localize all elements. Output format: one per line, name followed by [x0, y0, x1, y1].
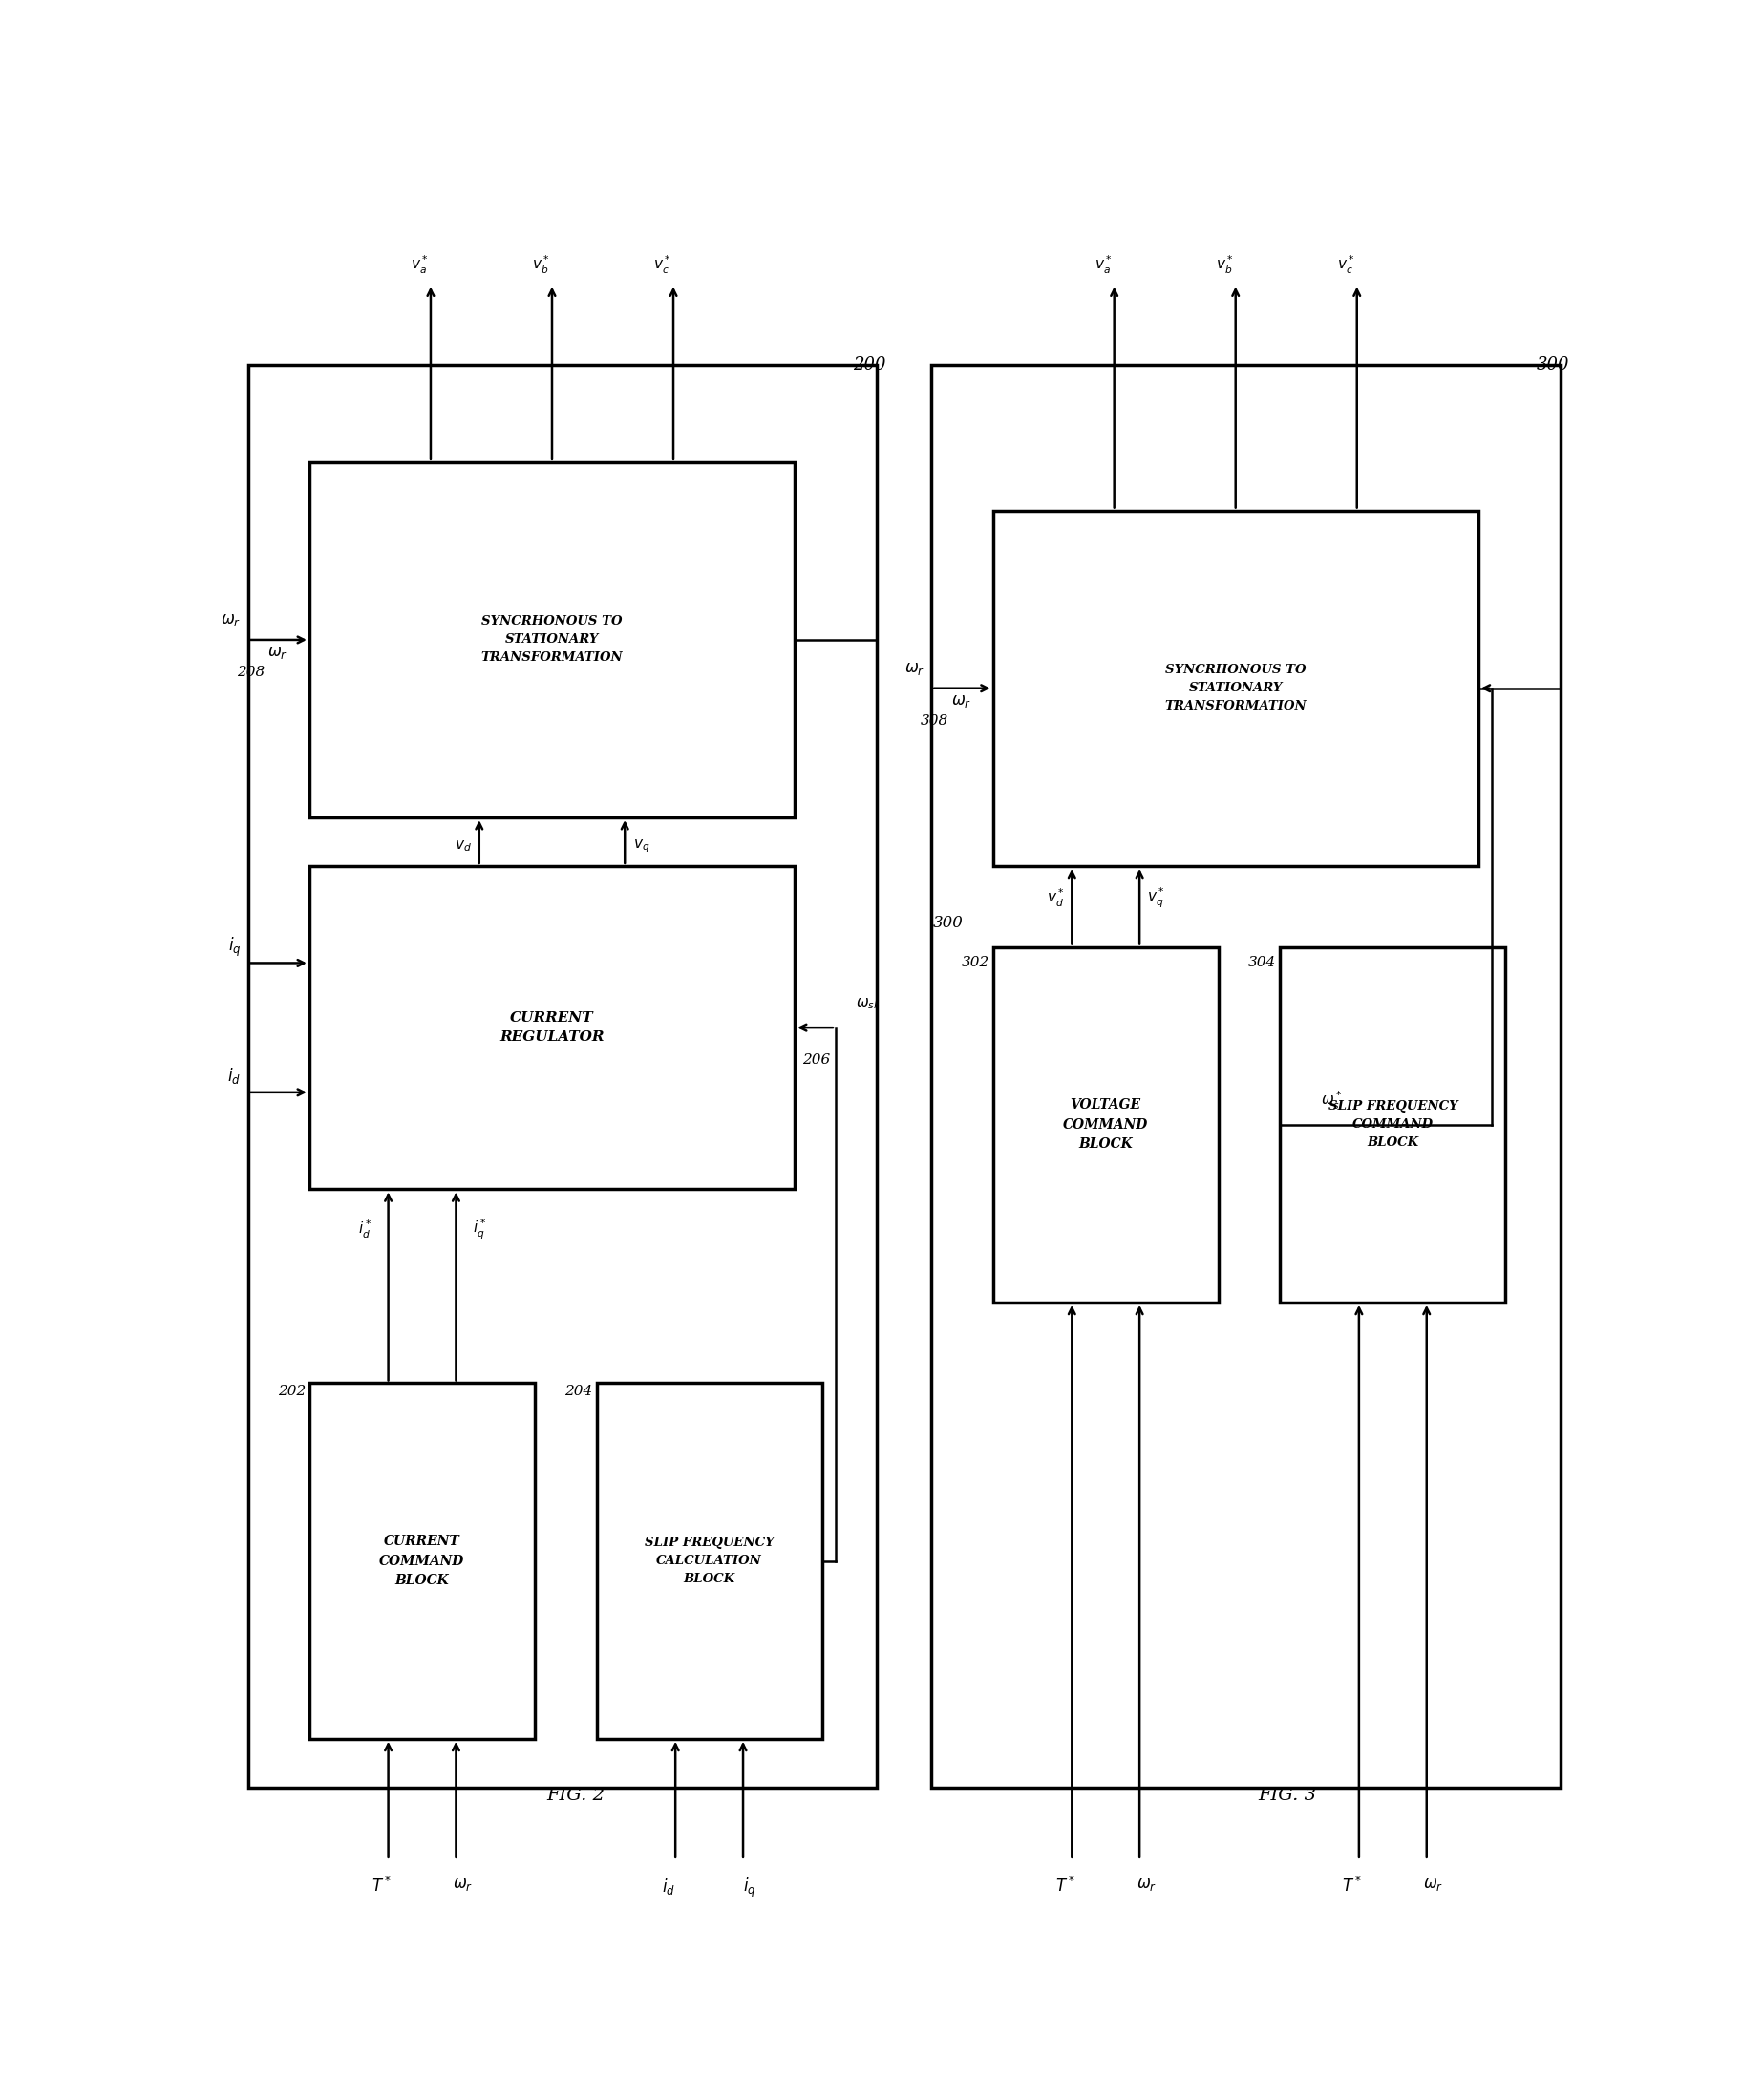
- Text: CURRENT
COMMAND
BLOCK: CURRENT COMMAND BLOCK: [379, 1534, 464, 1587]
- Bar: [1281, 947, 1505, 1301]
- Text: $T^*$: $T^*$: [372, 1877, 392, 1895]
- Text: $T^*$: $T^*$: [1055, 1877, 1074, 1895]
- Text: SLIP FREQUENCY
CALCULATION
BLOCK: SLIP FREQUENCY CALCULATION BLOCK: [644, 1536, 774, 1585]
- Text: $v^*_q$: $v^*_q$: [1147, 886, 1164, 911]
- Text: $v_q$: $v_q$: [633, 838, 649, 854]
- Text: $v^*_a$: $v^*_a$: [411, 254, 429, 275]
- Text: 302: 302: [961, 957, 990, 970]
- Text: 202: 202: [277, 1385, 305, 1398]
- Text: $\omega_r$: $\omega_r$: [220, 613, 242, 628]
- Text: $v_d$: $v_d$: [455, 840, 471, 854]
- Text: $\omega^*_{sl}$: $\omega^*_{sl}$: [1321, 1089, 1342, 1112]
- Text: 304: 304: [1249, 957, 1275, 970]
- Text: $v^*_a$: $v^*_a$: [1094, 254, 1113, 275]
- Bar: [596, 1383, 822, 1738]
- Bar: [309, 867, 794, 1190]
- Bar: [993, 947, 1219, 1301]
- Text: $\omega_r$: $\omega_r$: [951, 693, 972, 709]
- Text: 208: 208: [236, 665, 265, 678]
- Text: CURRENT
REGULATOR: CURRENT REGULATOR: [499, 1012, 605, 1043]
- Bar: [993, 510, 1478, 867]
- Text: $\omega_r$: $\omega_r$: [1424, 1877, 1443, 1893]
- Text: 300: 300: [933, 915, 963, 930]
- Text: $i_d$: $i_d$: [228, 1066, 242, 1085]
- Text: VOLTAGE
COMMAND
BLOCK: VOLTAGE COMMAND BLOCK: [1064, 1098, 1148, 1150]
- Text: $i_q$: $i_q$: [228, 936, 242, 959]
- Text: SYNCRHONOUS TO
STATIONARY
TRANSFORMATION: SYNCRHONOUS TO STATIONARY TRANSFORMATION: [1164, 663, 1307, 714]
- Text: 300: 300: [1536, 357, 1570, 374]
- Text: $i_q$: $i_q$: [743, 1877, 757, 1900]
- Text: $\omega_r$: $\omega_r$: [905, 661, 924, 678]
- Bar: [309, 462, 794, 817]
- Text: 204: 204: [564, 1385, 593, 1398]
- Text: $i^*_d$: $i^*_d$: [358, 1220, 372, 1241]
- Text: FIG. 2: FIG. 2: [547, 1786, 605, 1803]
- Text: $\omega_r$: $\omega_r$: [1136, 1877, 1157, 1893]
- Text: FIG. 3: FIG. 3: [1258, 1786, 1316, 1803]
- Text: 308: 308: [921, 714, 947, 726]
- Text: $v^*_c$: $v^*_c$: [653, 254, 672, 275]
- Text: $\omega_r$: $\omega_r$: [453, 1877, 473, 1893]
- Text: $v^*_b$: $v^*_b$: [1215, 254, 1233, 275]
- Text: SYNCRHONOUS TO
STATIONARY
TRANSFORMATION: SYNCRHONOUS TO STATIONARY TRANSFORMATION: [482, 615, 623, 663]
- Bar: [931, 365, 1559, 1788]
- Text: $\omega_{sl}$: $\omega_{sl}$: [856, 995, 878, 1012]
- Text: $i^*_q$: $i^*_q$: [473, 1217, 487, 1243]
- Text: SLIP FREQUENCY
COMMAND
BLOCK: SLIP FREQUENCY COMMAND BLOCK: [1328, 1100, 1457, 1148]
- Text: $v^*_d$: $v^*_d$: [1046, 888, 1064, 909]
- Text: $i_d$: $i_d$: [662, 1877, 676, 1895]
- Bar: [247, 365, 877, 1788]
- Text: $v^*_b$: $v^*_b$: [533, 254, 550, 275]
- Text: 206: 206: [803, 1054, 831, 1066]
- Bar: [309, 1383, 534, 1738]
- Text: $T^*$: $T^*$: [1342, 1877, 1362, 1895]
- Text: $\omega_r$: $\omega_r$: [268, 644, 288, 661]
- Text: $v^*_c$: $v^*_c$: [1337, 254, 1355, 275]
- Text: 200: 200: [854, 357, 886, 374]
